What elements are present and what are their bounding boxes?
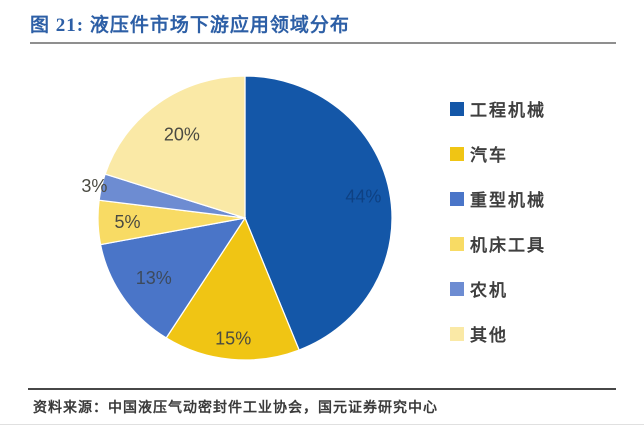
legend-label: 工程机械 <box>470 101 546 120</box>
pie-slice-label-0: 44% <box>345 187 381 207</box>
legend-swatch-icon <box>450 101 464 116</box>
figure-title: 图 21: 液压件市场下游应用领域分布 <box>30 15 350 36</box>
legend-label: 汽车 <box>470 146 508 165</box>
legend-swatch-icon <box>450 281 464 296</box>
pie-slice-label-1: 15% <box>215 329 251 349</box>
pie-slice-5 <box>104 75 246 219</box>
legend-item-1: 汽车 <box>450 131 640 176</box>
footer-divider <box>28 388 616 390</box>
legend-label: 机床工具 <box>470 236 546 255</box>
title-divider <box>30 42 616 44</box>
legend-swatch-icon <box>450 191 464 206</box>
legend-label: 其他 <box>470 326 508 345</box>
legend-item-3: 机床工具 <box>450 221 640 266</box>
legend-label: 农机 <box>470 281 508 300</box>
pie-slice-2 <box>99 217 247 339</box>
pie-slice-label-4: 3% <box>81 176 107 196</box>
pie-slice-0 <box>244 75 393 351</box>
legend-item-4: 农机 <box>450 266 640 311</box>
legend-item-5: 其他 <box>450 311 640 356</box>
legend-label: 重型机械 <box>470 191 546 210</box>
source-note: 资料来源：中国液压气动密封件工业协会，国元证券研究中心 <box>33 401 438 416</box>
legend-swatch-icon <box>450 236 464 251</box>
bottom-edge-divider <box>0 424 644 425</box>
legend-swatch-icon <box>450 146 464 161</box>
legend-item-0: 工程机械 <box>450 86 640 131</box>
pie-slice-1 <box>165 216 300 361</box>
legend-swatch-icon <box>450 326 464 341</box>
chart-legend: 工程机械汽车重型机械机床工具农机其他 <box>450 86 640 356</box>
pie-slice-label-2: 13% <box>136 268 172 288</box>
pie-slice-label-5: 20% <box>164 124 200 144</box>
legend-item-2: 重型机械 <box>450 176 640 221</box>
pie-slice-label-3: 5% <box>114 212 140 232</box>
